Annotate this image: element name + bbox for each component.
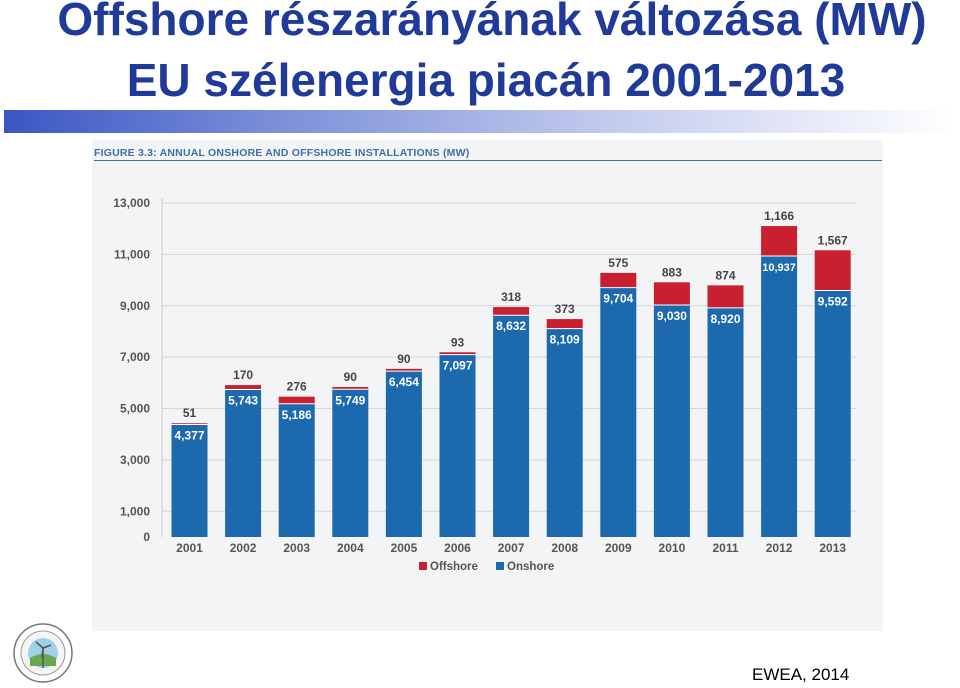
x-tick-label: 2005: [391, 541, 418, 555]
x-tick-label: 2011: [712, 541, 738, 555]
bar-offshore: [385, 368, 422, 372]
legend-label: Onshore: [507, 561, 554, 573]
figure-panel: [92, 140, 883, 631]
onshore-value-label: 9,592: [818, 295, 848, 309]
legend-swatch: [496, 562, 504, 570]
onshore-value-label: 6,454: [389, 375, 419, 389]
bar-onshore: [278, 403, 315, 537]
x-tick-label: 2013: [819, 541, 846, 555]
offshore-value-label: 93: [451, 335, 465, 349]
onshore-value-label: 5,186: [282, 408, 312, 422]
legend-swatch: [419, 562, 427, 570]
bar-onshore: [385, 371, 422, 537]
onshore-value-label: 7,097: [442, 359, 472, 373]
x-tick-label: 2001: [176, 541, 203, 555]
onshore-value-label: 8,109: [550, 333, 580, 347]
x-tick-label: 2007: [498, 541, 525, 555]
y-tick-label: 11,000: [114, 247, 150, 261]
bar-offshore: [707, 285, 744, 308]
bar-offshore: [171, 423, 208, 425]
figure-caption: FIGURE 3.3: ANNUAL ONSHORE AND OFFSHORE …: [94, 147, 470, 159]
x-tick-label: 2006: [444, 541, 471, 555]
offshore-value-label: 276: [287, 380, 307, 394]
offshore-value-label: 373: [555, 302, 575, 316]
onshore-value-label: 5,743: [228, 393, 258, 407]
offshore-value-label: 170: [233, 368, 253, 382]
bar-onshore: [600, 287, 637, 537]
university-seal-logo: [13, 623, 73, 683]
bar-onshore: [546, 328, 583, 537]
slide-title-line2: EU szélenergia piacán 2001-2013: [126, 54, 846, 106]
slide-title-line1: Offshore részarányának változása (MW): [57, 0, 927, 45]
bar-onshore: [225, 389, 262, 537]
figure-caption-rule: [94, 160, 882, 161]
offshore-value-label: 90: [397, 352, 411, 366]
bar-onshore: [493, 315, 530, 537]
bar-offshore: [814, 250, 851, 291]
y-tick-label: 1,000: [120, 504, 150, 518]
title-gradient-bar: [4, 110, 956, 133]
bar-offshore: [439, 352, 476, 355]
bar-offshore: [761, 226, 798, 257]
offshore-value-label: 883: [662, 265, 682, 279]
offshore-value-label: 575: [608, 256, 628, 270]
onshore-value-label: 5,749: [335, 393, 365, 407]
offshore-value-label: 318: [501, 290, 521, 304]
offshore-value-label: 90: [344, 370, 358, 384]
y-tick-label: 0: [143, 530, 150, 544]
onshore-value-label: 8,920: [710, 312, 740, 326]
bar-onshore: [707, 307, 744, 537]
bar-offshore: [225, 385, 262, 390]
x-tick-label: 2008: [551, 541, 578, 555]
onshore-value-label: 9,704: [603, 292, 633, 306]
bar-offshore: [278, 396, 315, 404]
bar-offshore: [546, 319, 583, 329]
y-tick-label: 13,000: [113, 196, 150, 210]
bar-offshore: [332, 386, 369, 390]
bar-offshore: [600, 272, 637, 288]
offshore-value-label: 874: [715, 268, 735, 282]
y-tick-label: 7,000: [120, 350, 150, 364]
bar-onshore: [332, 389, 369, 537]
onshore-value-label: 4,377: [174, 429, 204, 443]
source-citation: EWEA, 2014: [752, 665, 850, 684]
x-tick-label: 2009: [605, 541, 632, 555]
y-tick-label: 3,000: [120, 453, 150, 467]
offshore-value-label: 1,166: [764, 209, 794, 223]
bar-onshore: [439, 354, 476, 537]
x-tick-label: 2004: [337, 541, 364, 555]
bar-onshore: [761, 256, 798, 537]
bar-offshore: [493, 307, 530, 316]
onshore-value-label: 9,030: [657, 309, 687, 323]
y-tick-label: 9,000: [120, 299, 150, 313]
y-tick-label: 5,000: [120, 402, 150, 416]
x-tick-label: 2010: [659, 541, 686, 555]
onshore-value-label: 10,937: [762, 262, 796, 274]
x-tick-label: 2003: [283, 541, 310, 555]
offshore-value-label: 1,567: [818, 233, 848, 247]
bar-onshore: [171, 424, 208, 537]
bar-onshore: [653, 304, 690, 537]
onshore-value-label: 8,632: [496, 319, 526, 333]
x-tick-label: 2012: [766, 541, 793, 555]
legend-label: Offshore: [430, 561, 478, 573]
bar-offshore: [653, 282, 690, 305]
offshore-value-label: 51: [183, 406, 197, 420]
x-tick-label: 2002: [230, 541, 257, 555]
bar-onshore: [814, 290, 851, 537]
